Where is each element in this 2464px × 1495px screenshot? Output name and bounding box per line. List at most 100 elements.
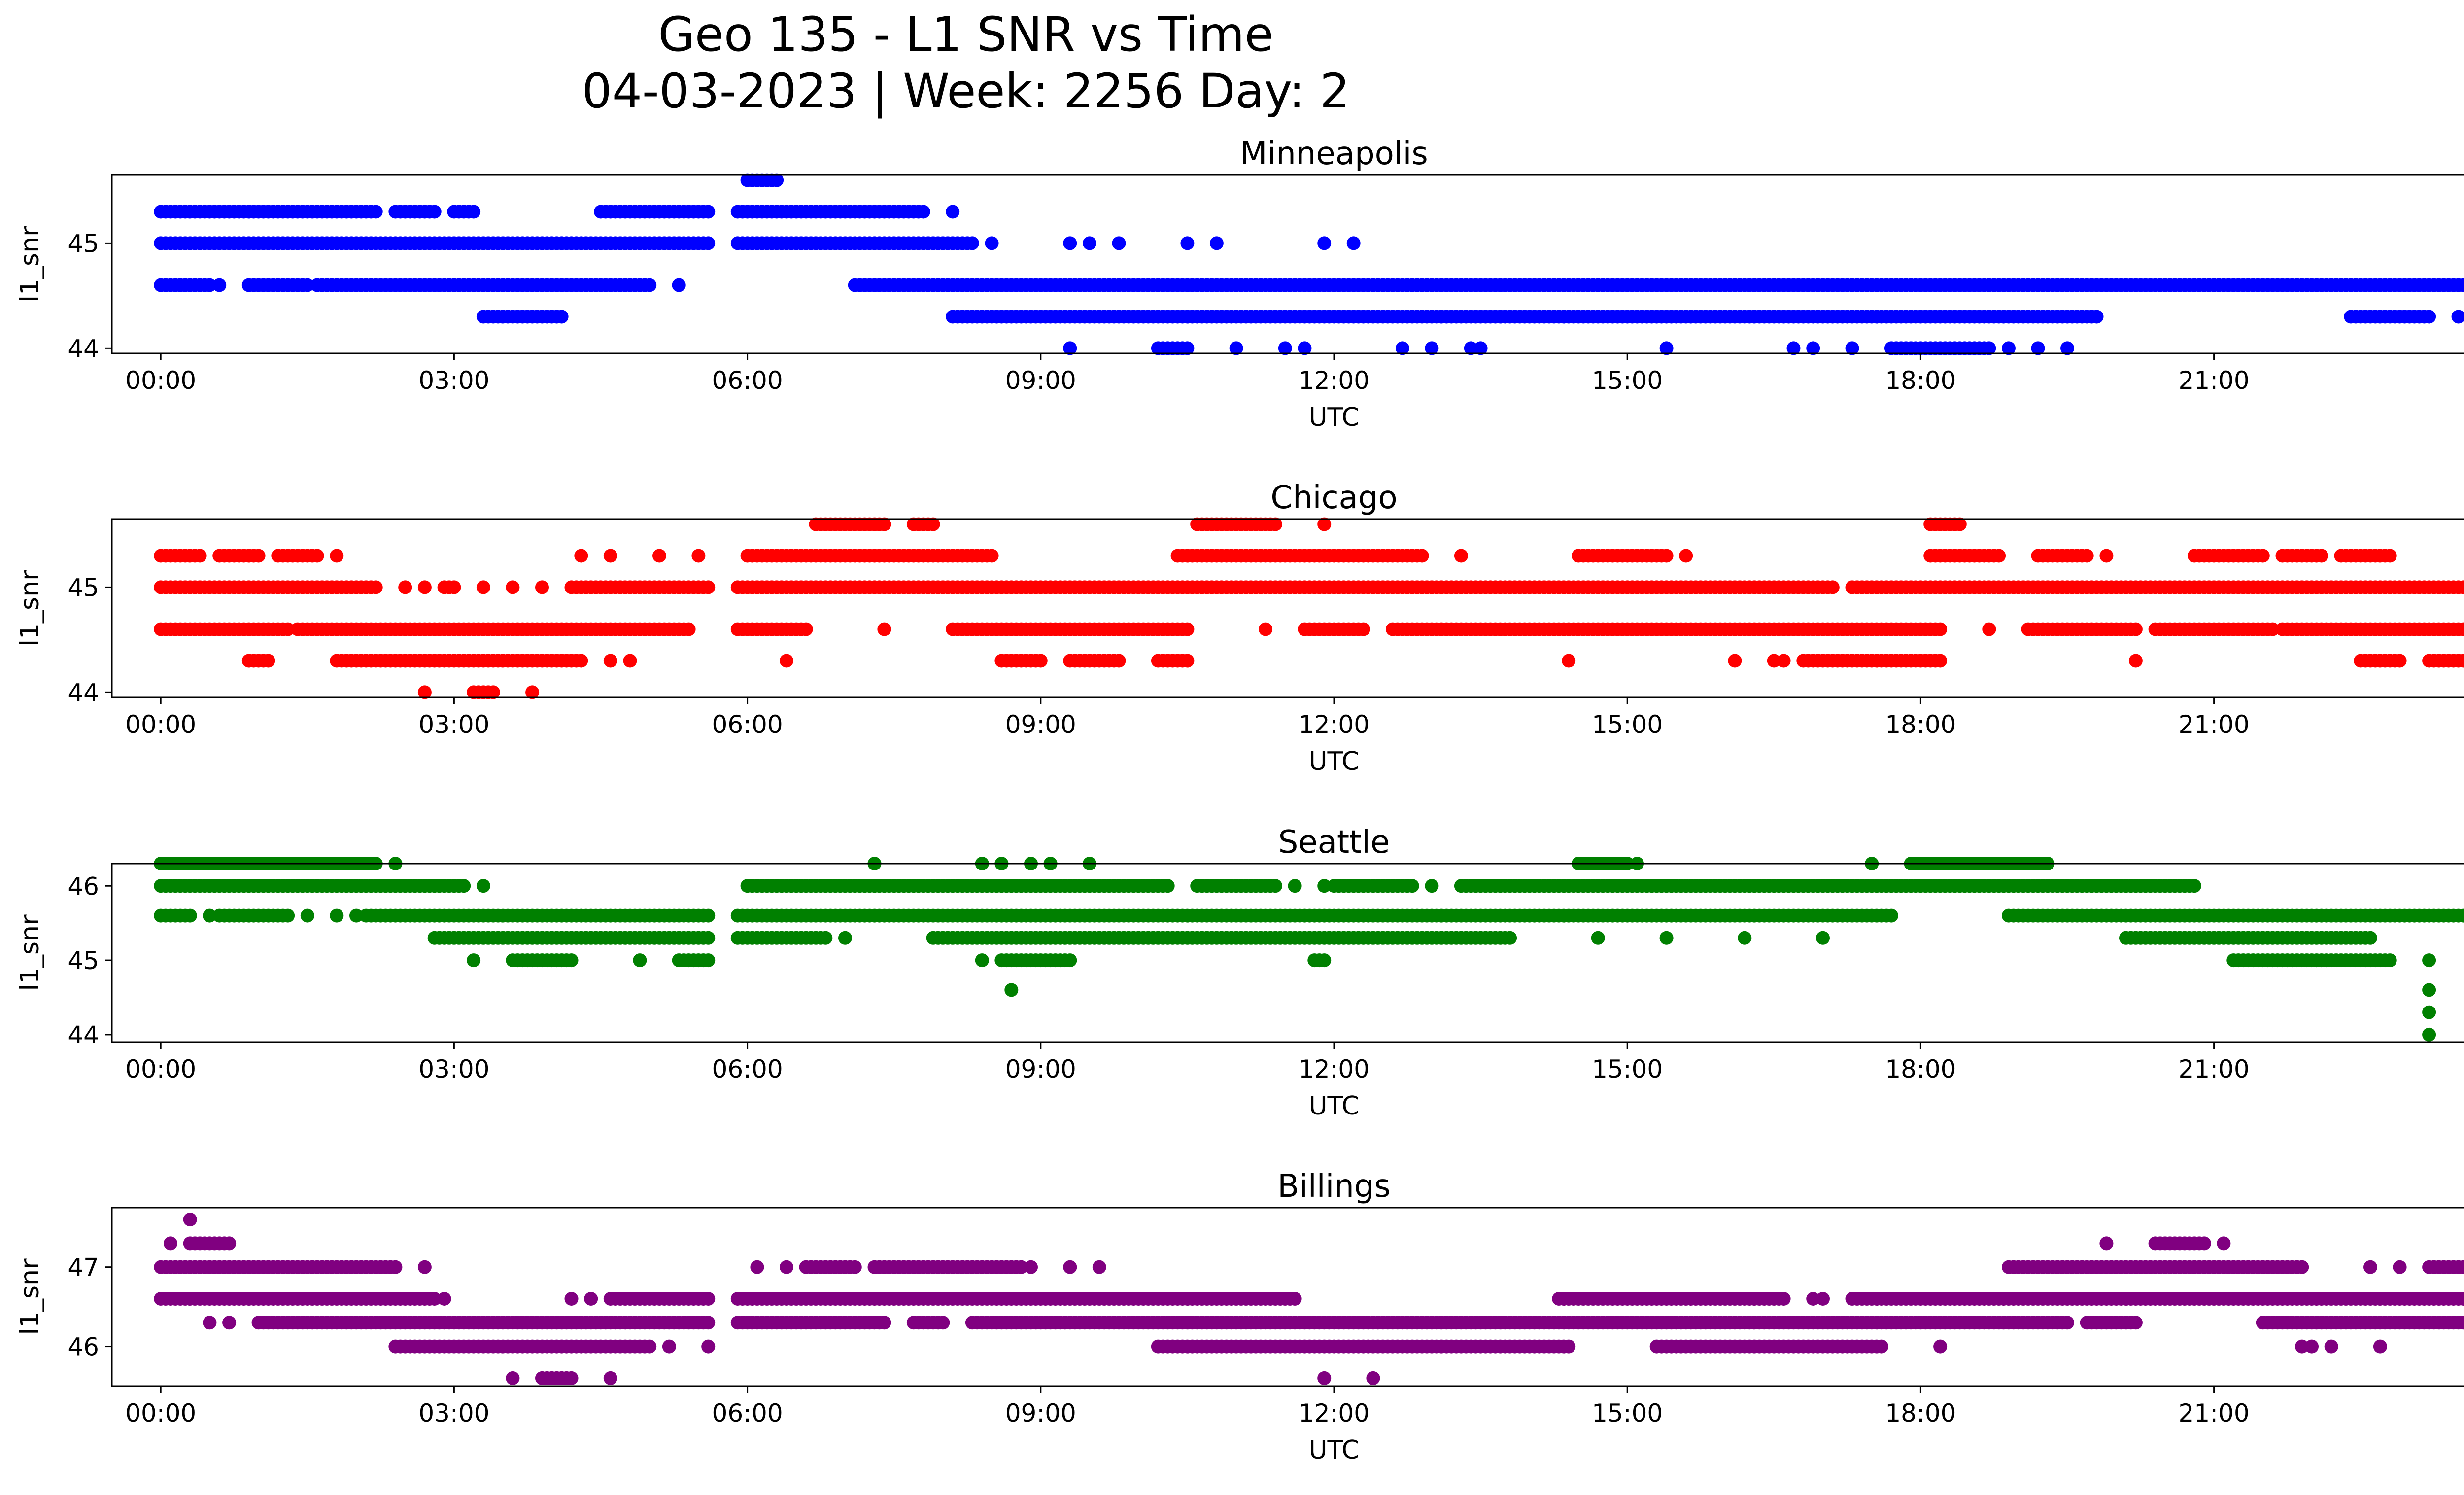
data-point <box>2128 622 2143 636</box>
data-point <box>1229 341 1243 355</box>
data-point <box>1298 341 1312 355</box>
data-point <box>877 1316 891 1330</box>
data-point <box>2305 1339 2319 1354</box>
data-point <box>1562 654 1576 668</box>
data-point <box>467 205 481 219</box>
data-point <box>584 1292 598 1306</box>
x-tick-label: 21:00 <box>2179 366 2250 395</box>
y-axis-label: l1_snr <box>15 570 45 647</box>
data-point <box>222 1316 237 1330</box>
data-point <box>574 549 588 563</box>
data-point <box>330 908 344 923</box>
data-point <box>926 517 940 531</box>
y-tick-label: 44 <box>68 678 99 707</box>
data-point <box>203 1316 217 1330</box>
x-tick-label: 00:00 <box>125 1055 196 1083</box>
data-point <box>2461 624 2464 635</box>
data-point <box>2295 1339 2309 1354</box>
data-point <box>564 953 579 968</box>
data-point <box>1317 953 1332 968</box>
data-point <box>2456 908 2464 923</box>
x-tick-label: 15:00 <box>1592 1399 1663 1427</box>
data-point <box>2461 582 2464 593</box>
data-point <box>2456 278 2464 292</box>
data-point <box>1180 236 1195 250</box>
data-point <box>1454 549 1468 563</box>
x-tick-label: 00:00 <box>125 710 196 739</box>
data-points <box>154 173 2464 355</box>
data-point <box>2461 279 2464 291</box>
data-point <box>1884 908 1898 923</box>
data-point <box>975 953 989 968</box>
x-tick-label: 21:00 <box>2179 710 2250 739</box>
data-point <box>2461 910 2464 921</box>
data-point <box>2461 1293 2464 1305</box>
data-point <box>281 908 295 923</box>
data-point <box>1738 931 1752 945</box>
data-point <box>1288 1292 1302 1306</box>
data-point <box>770 173 784 187</box>
data-point <box>417 580 432 594</box>
x-tick-label: 18:00 <box>1885 366 1956 395</box>
data-point <box>2197 1236 2211 1251</box>
y-tick-label: 46 <box>68 1333 99 1361</box>
data-point <box>2099 549 2114 563</box>
data-point <box>701 1339 716 1354</box>
data-point <box>2456 654 2464 668</box>
data-point <box>349 908 363 923</box>
data-point <box>1395 341 1409 355</box>
data-point <box>2363 931 2377 945</box>
data-point <box>1562 1339 1576 1354</box>
y-axis-label: l1_snr <box>15 914 45 991</box>
data-point <box>1825 580 1840 594</box>
data-point <box>2128 654 2143 668</box>
x-tick-label: 12:00 <box>1299 1399 1369 1427</box>
data-point <box>652 549 666 563</box>
data-point <box>564 1371 579 1385</box>
subplot-title: Chicago <box>1270 480 1397 516</box>
data-point <box>633 953 647 968</box>
data-point <box>701 1292 716 1306</box>
x-axis-label: UTC <box>1308 1091 1359 1121</box>
data-point <box>1425 341 1439 355</box>
data-point <box>2060 1316 2074 1330</box>
data-point <box>838 931 852 945</box>
data-point <box>2128 1316 2143 1330</box>
data-point <box>819 931 833 945</box>
data-point <box>1464 341 1478 355</box>
subplot-title: Seattle <box>1278 824 1390 861</box>
data-point <box>2393 1260 2407 1274</box>
data-point <box>2060 341 2074 355</box>
data-point <box>486 685 500 699</box>
data-point <box>1161 879 1175 893</box>
subplot-title: Minneapolis <box>1240 136 1428 172</box>
data-point <box>1591 931 1605 945</box>
data-point <box>877 622 891 636</box>
data-point <box>2080 549 2094 563</box>
data-point <box>251 549 266 563</box>
data-point <box>1659 341 1674 355</box>
data-point <box>2456 622 2464 636</box>
x-tick-label: 12:00 <box>1299 1055 1369 1083</box>
data-point <box>1024 1260 1038 1274</box>
data-point <box>2461 655 2464 666</box>
data-point <box>310 549 324 563</box>
x-axis-label: UTC <box>1308 747 1359 776</box>
x-tick-label: 21:00 <box>2179 1399 2250 1427</box>
data-point <box>2383 549 2397 563</box>
data-point <box>2187 879 2201 893</box>
x-tick-label: 12:00 <box>1299 710 1369 739</box>
data-point <box>2456 1316 2464 1330</box>
x-tick-label: 12:00 <box>1299 366 1369 395</box>
x-tick-label: 09:00 <box>1005 1055 1076 1083</box>
data-point <box>1816 931 1830 945</box>
x-tick-label: 06:00 <box>712 710 783 739</box>
data-point <box>300 908 314 923</box>
data-point <box>173 278 187 292</box>
x-tick-label: 15:00 <box>1592 710 1663 739</box>
data-point <box>417 1260 432 1274</box>
data-point <box>427 205 442 219</box>
